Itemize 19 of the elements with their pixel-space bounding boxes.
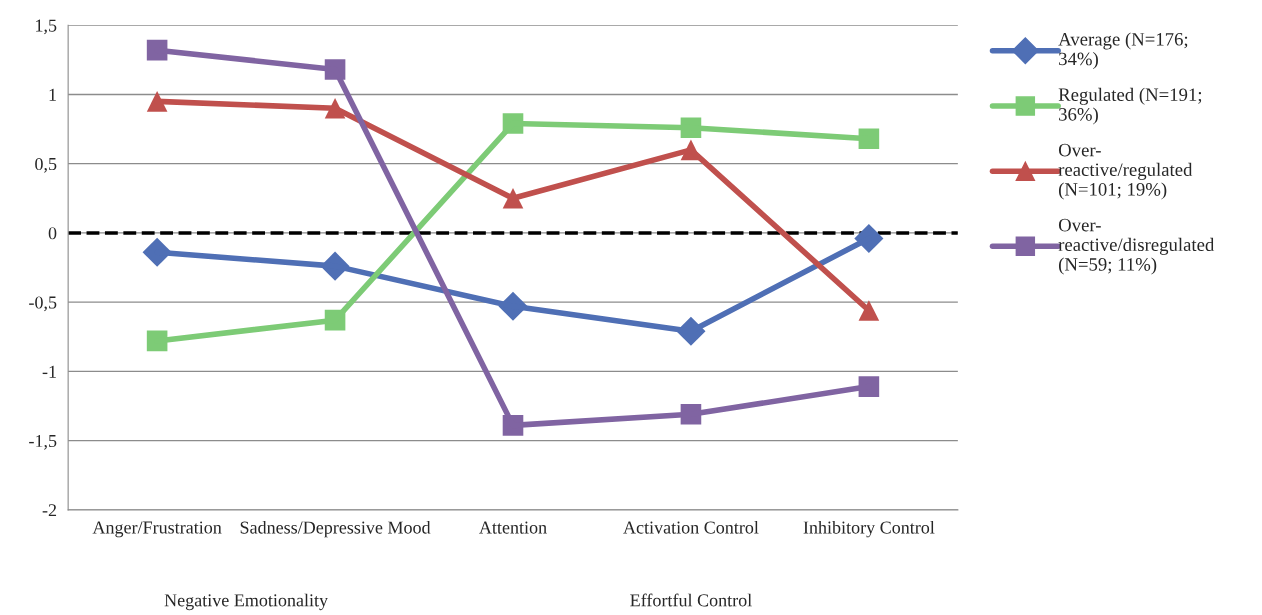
legend-label: Over- reactive/disregulated (N=59; 11%) xyxy=(1058,218,1215,275)
y-tick-label: 0,5 xyxy=(35,157,57,173)
legend-label: Over- reactive/regulated (N=101; 19%) xyxy=(1058,143,1193,200)
x-tick-label: Attention xyxy=(479,521,547,534)
y-tick-label: -2 xyxy=(42,504,57,517)
x-tick-label: Anger/Frustration xyxy=(92,521,222,538)
y-tick-label: 1 xyxy=(49,88,56,101)
y-tick-label: 0 xyxy=(48,227,57,240)
y-tick-label: -1,5 xyxy=(29,434,57,450)
y-tick-label: -1 xyxy=(42,365,56,378)
y-tick-label: 1,5 xyxy=(36,19,57,35)
legend-label: Regulated (N=191; 36%) xyxy=(1058,87,1202,125)
text: Effortful Control xyxy=(630,593,752,607)
x-tick-label: Sadness/Depressive Mood xyxy=(240,520,431,538)
text: Negative Emotionality xyxy=(164,593,328,611)
x-tick-label: Inhibitory Control xyxy=(803,520,935,538)
legend-label: Average (N=176; 34%) xyxy=(1058,32,1188,70)
x-tick-label: Activation Control xyxy=(623,520,759,534)
y-tick-label: -0,5 xyxy=(29,296,57,312)
